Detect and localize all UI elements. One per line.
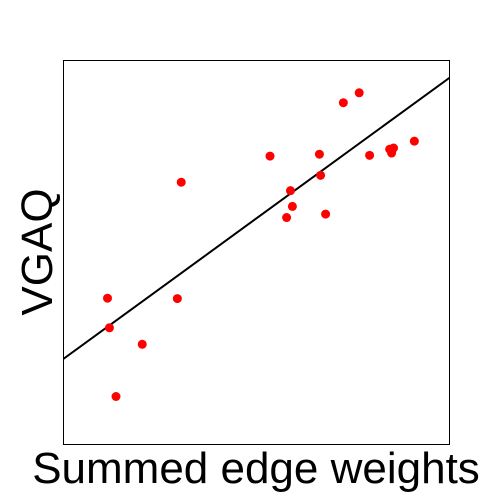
data-point <box>389 143 399 153</box>
data-point <box>111 392 121 401</box>
data-point <box>285 186 295 196</box>
data-point <box>104 323 114 333</box>
data-point <box>409 136 419 146</box>
plot-frame <box>63 60 450 445</box>
data-point <box>321 209 331 219</box>
data-point <box>365 150 375 160</box>
data-point <box>316 170 326 180</box>
data-point <box>172 294 182 304</box>
y-axis-label: VGAQ <box>13 188 62 315</box>
data-point <box>314 149 324 159</box>
data-point <box>282 213 292 223</box>
data-point <box>338 98 348 108</box>
x-axis-label: Summed edge weights <box>32 444 480 493</box>
data-point <box>103 293 113 303</box>
data-point <box>137 339 147 349</box>
plot-content <box>63 76 450 401</box>
data-point <box>265 151 275 161</box>
data-point <box>287 201 297 211</box>
data-point <box>354 88 364 98</box>
data-point <box>176 177 186 187</box>
trendline <box>63 76 450 360</box>
